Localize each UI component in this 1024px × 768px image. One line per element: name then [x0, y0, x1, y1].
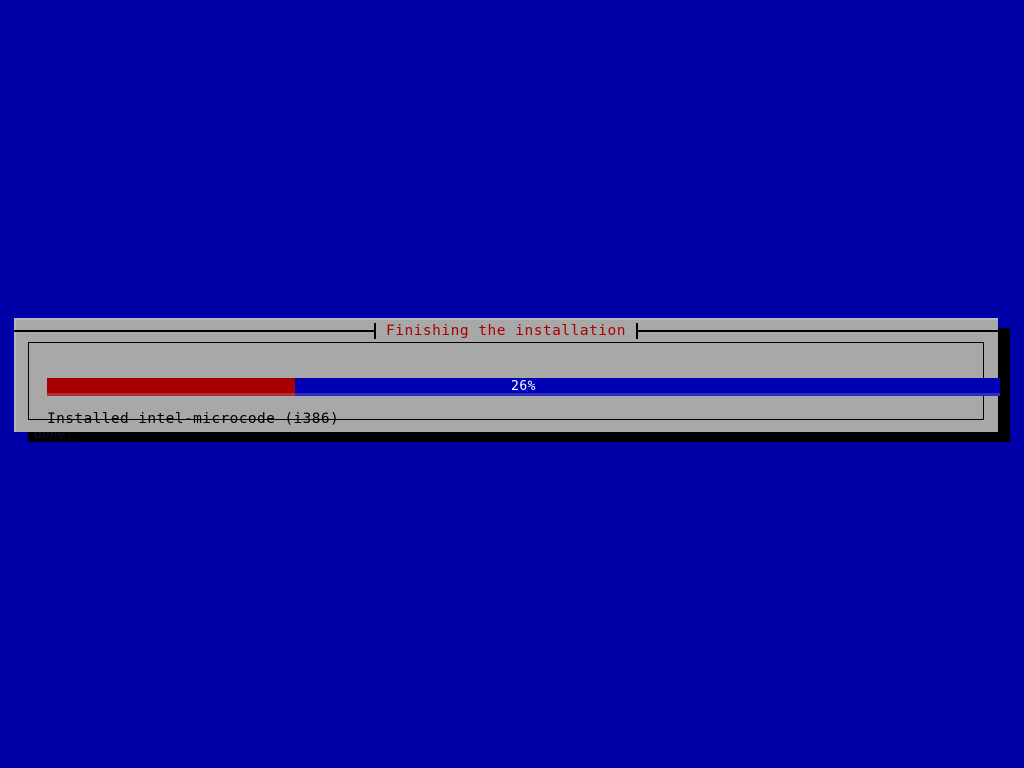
progress-fill: [47, 378, 295, 396]
console-residual-text: done.: [34, 432, 74, 442]
progress-percent-label: 26%: [511, 379, 536, 394]
dialog-title: Finishing the installation: [386, 323, 626, 339]
progress-track: [47, 378, 1000, 396]
dialog-top-highlight: [14, 318, 998, 320]
dialog-title-bar: Finishing the installation: [14, 321, 999, 341]
installation-status-text: Installed intel-microcode (i386): [47, 411, 340, 427]
title-rule-left: [14, 323, 377, 339]
progress-bar: 26%: [47, 378, 1000, 396]
title-rule-right: [636, 323, 999, 339]
dialog-body: 26% Installed intel-microcode (i386): [28, 342, 1000, 427]
installer-progress-dialog: Finishing the installation 26% Installed…: [14, 318, 1000, 432]
console-shadow-band: done.: [28, 432, 1010, 442]
dialog-left-highlight: [14, 318, 16, 432]
